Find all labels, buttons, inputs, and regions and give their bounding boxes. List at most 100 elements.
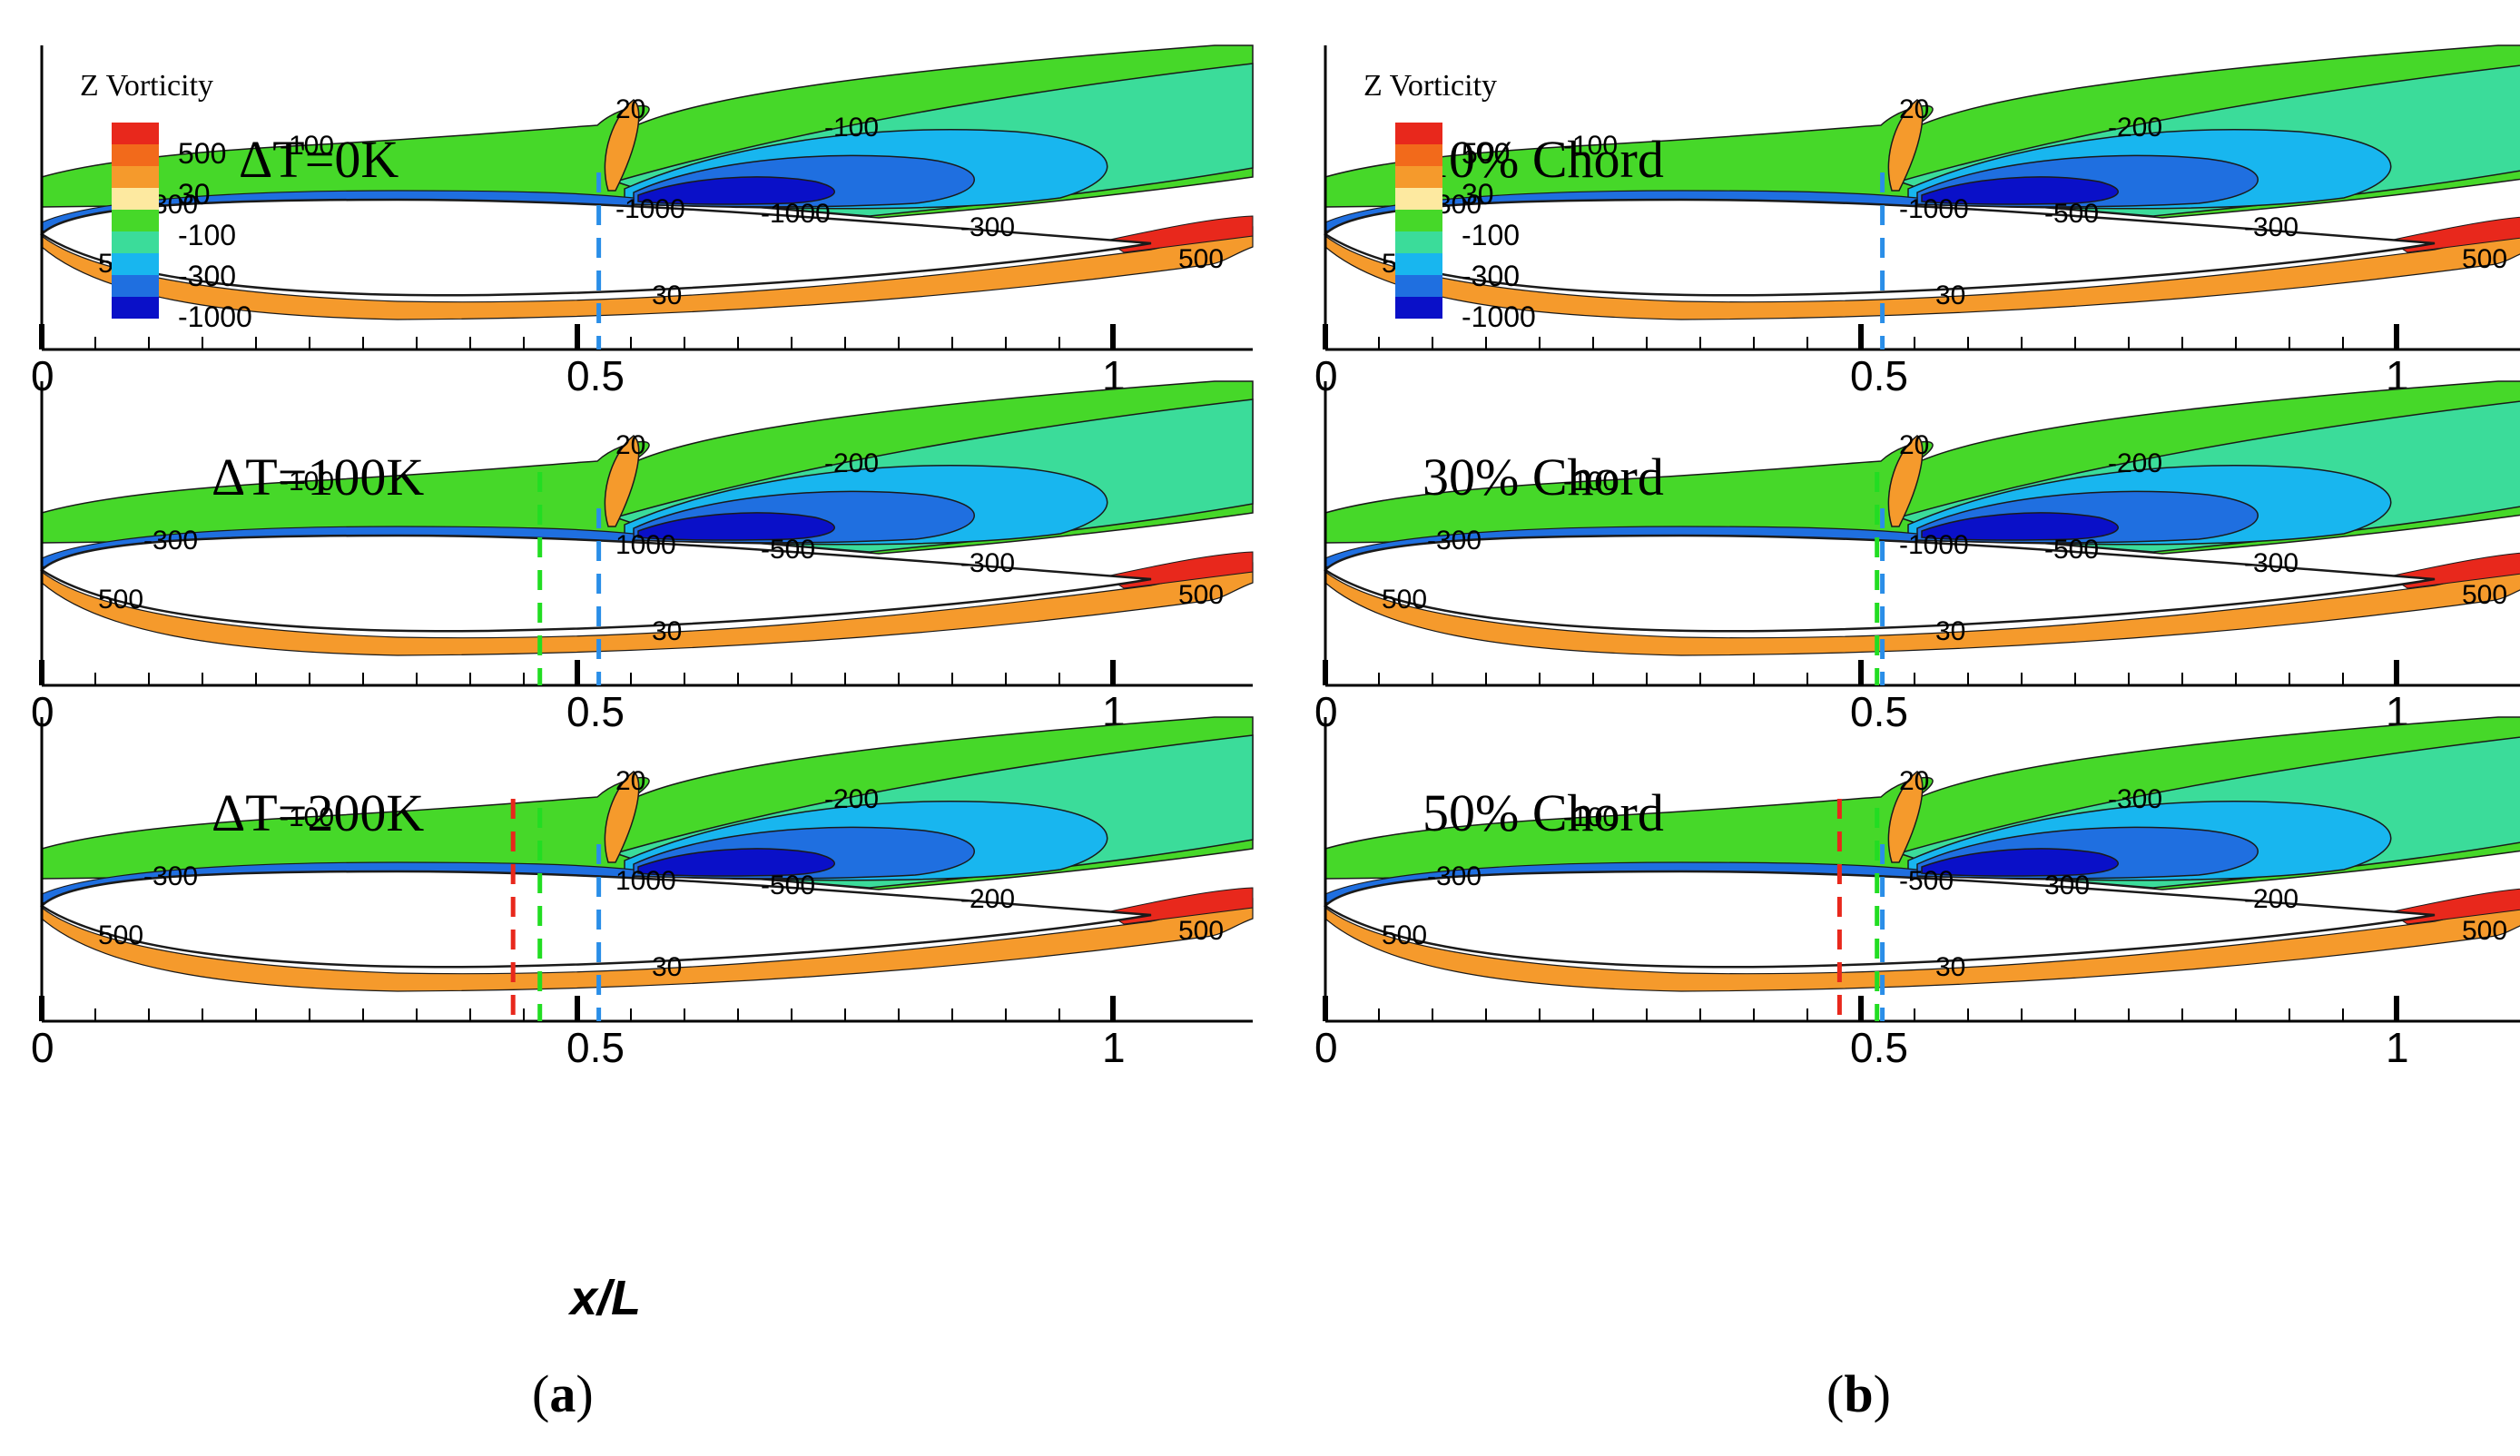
tick-label: 0.5 <box>566 352 625 399</box>
legend-swatch <box>1395 166 1442 188</box>
legend-level: -300 <box>1462 260 1520 292</box>
contour-label: 30 <box>652 952 682 982</box>
tick-label: 0.5 <box>566 688 625 735</box>
legend-level: 30 <box>1462 178 1494 211</box>
legend-swatch <box>1395 275 1442 297</box>
contour-label: -100 <box>280 802 334 832</box>
legend-swatch <box>112 297 159 319</box>
x-axis-label: x/L <box>567 1271 641 1325</box>
contour-label: -500 <box>761 871 815 900</box>
contour-label: 20 <box>1899 94 1929 124</box>
tick-label: 1 <box>1102 1024 1126 1071</box>
legend: Z Vorticity 500 30 -100 -300 -1000 <box>1363 69 1536 333</box>
contour-label: 30 <box>652 616 682 646</box>
contour-label: 20 <box>1899 766 1929 796</box>
legend-swatch <box>112 275 159 297</box>
contour-label: -200 <box>2108 113 2162 143</box>
contour-label: -300 <box>143 526 198 556</box>
contour-label: -1000 <box>615 194 685 224</box>
contour-label: -200 <box>2244 884 2299 914</box>
contour-label: 20 <box>615 766 645 796</box>
contour-label: 300 <box>2044 871 2090 900</box>
legend-swatch <box>112 166 159 188</box>
contour-label: 500 <box>1178 916 1224 946</box>
legend-title: Z Vorticity <box>1363 69 1497 103</box>
contour-label: -300 <box>960 548 1015 578</box>
legend-swatch <box>1395 188 1442 210</box>
tick-label: 0 <box>31 1024 54 1071</box>
panel-title: ΔT=0K <box>239 130 399 189</box>
legend-title: Z Vorticity <box>80 69 213 103</box>
contour-label: 20 <box>615 430 645 460</box>
contour-label: -300 <box>143 861 198 891</box>
panel-b3: 0 0.5 1 50% Chord 20 -100 -300 -500 300 -200 500 50… <box>1314 715 2520 1071</box>
legend-level: 500 <box>1462 137 1510 170</box>
contour-label: -300 <box>2244 548 2299 578</box>
contour-label: -300 <box>960 212 1015 242</box>
legend-level: -1000 <box>1462 300 1536 333</box>
contour-label: -200 <box>824 448 879 478</box>
legend-swatch <box>1395 144 1442 166</box>
contour-label: -500 <box>2044 199 2099 229</box>
panel-title: ΔT=200K <box>212 783 424 842</box>
contour-label: 30 <box>1935 952 1965 982</box>
contour-label: -500 <box>2044 535 2099 565</box>
legend-swatch <box>112 188 159 210</box>
tick-label: 0 <box>1314 1024 1338 1071</box>
legend-level: -100 <box>178 219 236 251</box>
contour-label: -1000 <box>1899 530 1969 560</box>
contour-label: -100 <box>280 467 334 497</box>
legend-swatch <box>112 144 159 166</box>
contour-label: 500 <box>2462 916 2507 946</box>
legend-swatch <box>1395 210 1442 231</box>
contour-label: 1000 <box>615 530 676 560</box>
contour-label: 500 <box>1178 244 1224 274</box>
tick-label: 0.5 <box>1850 1024 1908 1071</box>
legend-swatch <box>112 123 159 144</box>
legend-swatch <box>112 210 159 231</box>
contour-label: -200 <box>2108 448 2162 478</box>
contour-label: 500 <box>1382 585 1427 615</box>
contour-label: 500 <box>98 920 143 950</box>
legend-level: -100 <box>1462 219 1520 251</box>
contour-label: 500 <box>98 585 143 615</box>
contour-label: -500 <box>1899 866 1954 896</box>
legend-swatch <box>1395 297 1442 319</box>
legend-swatch <box>1395 231 1442 253</box>
tick-label: 0.5 <box>1850 688 1908 735</box>
contour-label: -200 <box>824 784 879 814</box>
legend-swatch <box>112 253 159 275</box>
contour-label: 20 <box>615 94 645 124</box>
contour-label: 500 <box>1382 920 1427 950</box>
contour-label: 500 <box>1178 580 1224 610</box>
tick-label: 0.5 <box>566 1024 625 1071</box>
panel-a3: 0 0.5 1 ΔT=200K 20 -100 -300 1000 -500 -200 500 500… <box>31 715 1255 1071</box>
panel-title: 10% Chord <box>1422 130 1664 189</box>
contour-label: -300 <box>2108 784 2162 814</box>
contour-label: -100 <box>1563 131 1618 161</box>
contour-label: 500 <box>2462 580 2507 610</box>
contour-label: -200 <box>960 884 1015 914</box>
legend-swatch <box>112 231 159 253</box>
contour-label: -500 <box>761 535 815 565</box>
legend: Z Vorticity 500 30 -100 -300 -1000 <box>80 69 252 333</box>
contour-label: 20 <box>1899 430 1929 460</box>
caption-a: (a) <box>532 1364 594 1423</box>
legend-level: -1000 <box>178 300 252 333</box>
panel-title: ΔT=100K <box>212 448 424 507</box>
legend-level: 500 <box>178 137 226 170</box>
contour-label: -100 <box>280 131 334 161</box>
legend-level: -300 <box>178 260 236 292</box>
contour-label: -100 <box>824 113 879 143</box>
contour-label: 30 <box>1935 616 1965 646</box>
caption-b: (b) <box>1826 1364 1891 1423</box>
tick-label: 1 <box>2386 1024 2409 1071</box>
contour-label: -300 <box>1427 526 1481 556</box>
contour-label: 500 <box>2462 244 2507 274</box>
legend-level: 30 <box>178 178 211 211</box>
contour-label: -300 <box>2244 212 2299 242</box>
panel-title: 30% Chord <box>1422 448 1664 507</box>
